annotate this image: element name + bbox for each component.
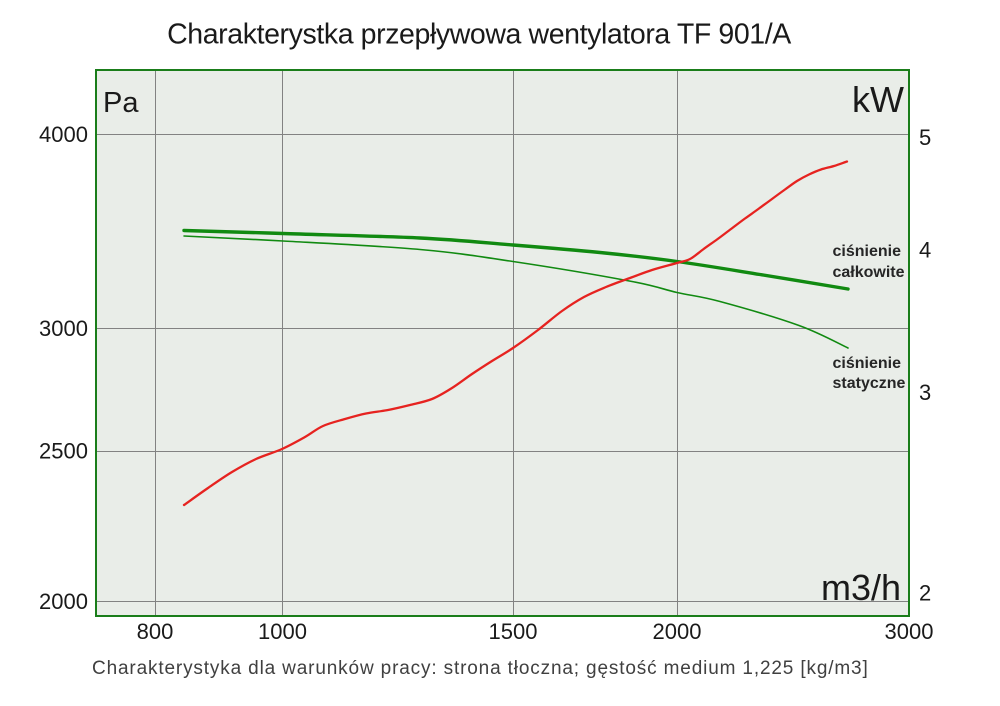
svg-text:1000: 1000 bbox=[258, 619, 307, 644]
svg-text:3: 3 bbox=[919, 380, 931, 405]
svg-text:całkowite: całkowite bbox=[833, 264, 905, 281]
svg-text:ciśnienie: ciśnienie bbox=[833, 243, 902, 260]
svg-text:4000: 4000 bbox=[39, 122, 88, 147]
svg-text:ciśnienie: ciśnienie bbox=[833, 355, 902, 372]
svg-text:2500: 2500 bbox=[39, 439, 88, 464]
svg-text:800: 800 bbox=[137, 619, 174, 644]
svg-text:1500: 1500 bbox=[489, 619, 538, 644]
svg-text:2000: 2000 bbox=[653, 619, 702, 644]
svg-text:4: 4 bbox=[919, 238, 931, 263]
svg-text:2: 2 bbox=[919, 581, 931, 606]
svg-text:Pa: Pa bbox=[103, 87, 139, 119]
svg-text:Charakterystka przepływowa wen: Charakterystka przepływowa wentylatora T… bbox=[167, 19, 791, 51]
svg-text:3000: 3000 bbox=[885, 619, 934, 644]
svg-text:5: 5 bbox=[919, 125, 931, 150]
svg-text:statyczne: statyczne bbox=[833, 375, 906, 392]
svg-text:kW: kW bbox=[852, 79, 904, 120]
svg-text:m3/h: m3/h bbox=[821, 567, 901, 608]
svg-text:3000: 3000 bbox=[39, 316, 88, 341]
svg-text:2000: 2000 bbox=[39, 589, 88, 614]
svg-text:Charakterystyka dla warunków p: Charakterystyka dla warunków pracy: stro… bbox=[92, 658, 869, 679]
